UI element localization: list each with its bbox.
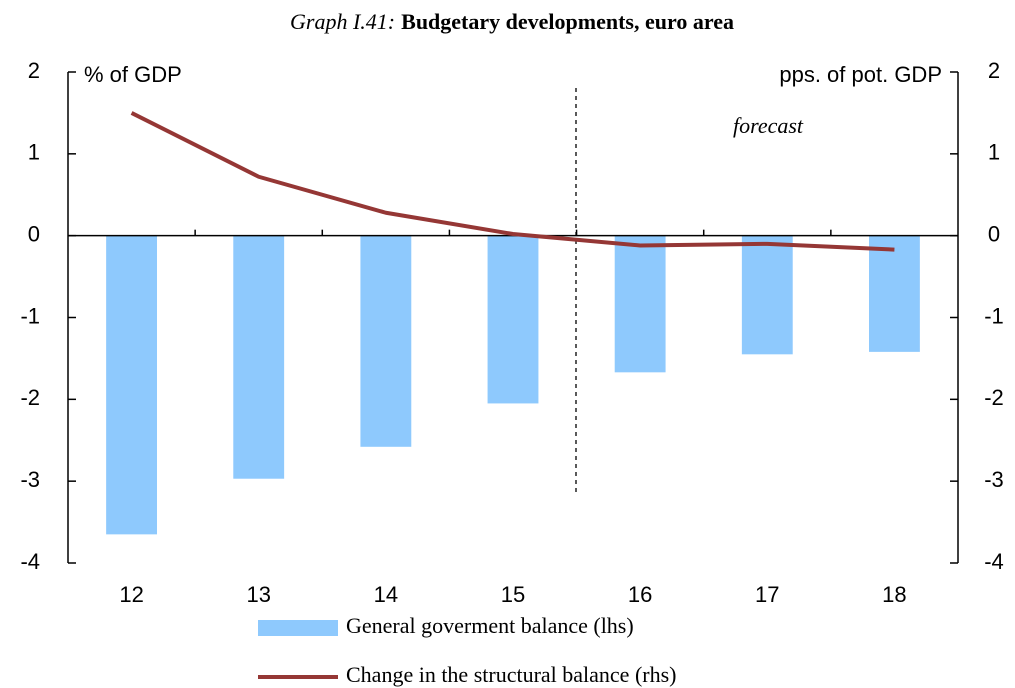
y-tick-label: 2 <box>28 58 40 83</box>
bar <box>487 235 539 404</box>
x-tick-label: 14 <box>374 582 398 607</box>
y2-tick-label: 0 <box>988 221 1000 246</box>
bar <box>741 235 793 355</box>
y-tick-label: 1 <box>28 140 40 165</box>
chart-title: Graph I.41: Budgetary developments, euro … <box>290 9 734 34</box>
bar <box>106 235 157 535</box>
bar <box>233 235 285 479</box>
x-tick-label: 16 <box>628 582 652 607</box>
y-tick-label: -2 <box>20 385 40 410</box>
x-tick-label: 12 <box>119 582 143 607</box>
x-tick-label: 17 <box>755 582 779 607</box>
y2-tick-label: 1 <box>988 140 1000 165</box>
y2-axis-label: pps. of pot. GDP <box>779 62 942 87</box>
legend-swatch <box>258 620 338 636</box>
legend-label: General goverment balance (lhs) <box>346 613 634 638</box>
bar <box>869 235 920 352</box>
y-axis-label: % of GDP <box>84 62 182 87</box>
bar <box>614 235 666 373</box>
title-label: Graph I.41: <box>290 9 395 34</box>
y2-tick-label: -1 <box>984 303 1004 328</box>
y-tick-label: -1 <box>20 303 40 328</box>
y2-tick-label: 2 <box>988 58 1000 83</box>
bar <box>360 235 412 447</box>
y2-tick-label: -4 <box>984 549 1004 574</box>
y2-tick-label: -3 <box>984 467 1004 492</box>
x-tick-label: 15 <box>501 582 525 607</box>
y2-tick-label: -2 <box>984 385 1004 410</box>
y-tick-label: -3 <box>20 467 40 492</box>
legend-label: Change in the structural balance (rhs) <box>346 662 676 687</box>
x-tick-label: 18 <box>882 582 906 607</box>
line <box>130 111 895 252</box>
y-tick-label: 0 <box>28 221 40 246</box>
title-text: Budgetary developments, euro area <box>401 9 734 34</box>
annotation: forecast <box>733 113 804 138</box>
y-tick-label: -4 <box>20 549 40 574</box>
x-tick-label: 13 <box>246 582 270 607</box>
